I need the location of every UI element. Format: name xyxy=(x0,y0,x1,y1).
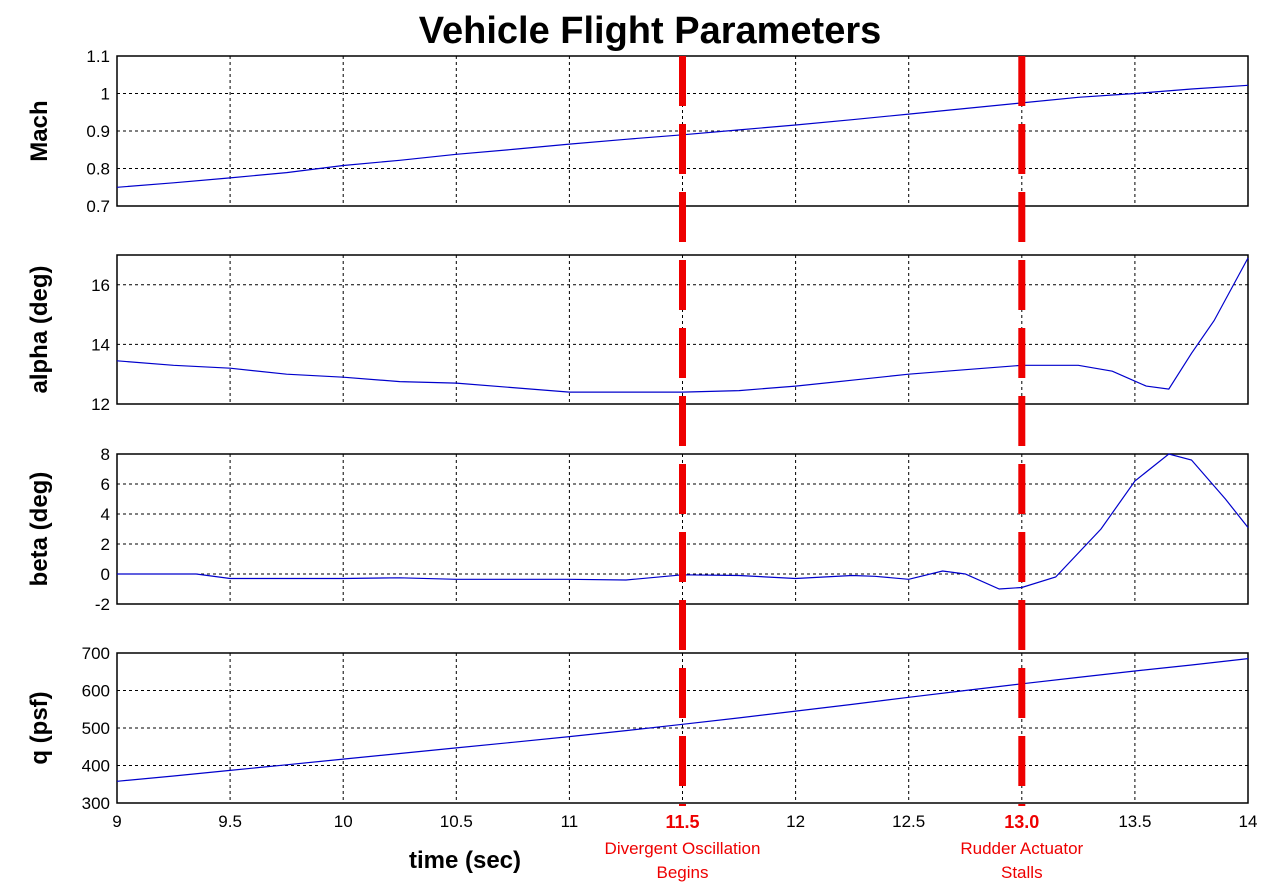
panel-1: 0.7 0.8 0.9 1 1.1 Mach xyxy=(26,47,1249,216)
y-tick-label: 8 xyxy=(101,445,110,464)
y-tick-label: 2 xyxy=(101,535,110,554)
y-tick-label: 0 xyxy=(101,565,110,584)
y-axis-label: Mach xyxy=(26,100,53,161)
y-tick-label: 14 xyxy=(91,335,110,354)
panels-layer: 0.7 0.8 0.9 1 1.1 Mach 12 14 16 alpha (deg) -2 0 2 4 6… xyxy=(26,47,1249,813)
event-marker-note: Rudder Actuator xyxy=(960,839,1083,858)
y-axis-label: q (psf) xyxy=(26,691,53,764)
y-tick-label: 12 xyxy=(91,395,110,414)
x-tick-label: 11 xyxy=(561,812,579,831)
y-tick-label: 16 xyxy=(91,276,110,295)
x-axis-ticks: 9 9.5 10 10.5 11 12 12.5 13.5 14 xyxy=(112,812,1257,831)
x-axis-label: time (sec) xyxy=(409,847,521,874)
event-marker-tick-label: 11.5 xyxy=(665,812,699,832)
y-tick-label: 6 xyxy=(101,475,110,494)
x-tick-label: 12.5 xyxy=(892,812,925,831)
y-tick-label: 300 xyxy=(82,794,110,813)
series-line xyxy=(116,658,1249,782)
event-marker-tick-label: 13.0 xyxy=(1004,812,1039,832)
chart-title: Vehicle Flight Parameters xyxy=(419,10,882,52)
y-tick-label: 500 xyxy=(82,719,110,738)
y-axis-label: beta (deg) xyxy=(26,472,53,587)
y-tick-label: 400 xyxy=(82,757,110,776)
event-markers: 11.5 Divergent Oscillation Begins 13.0 Rudde… xyxy=(605,56,1084,882)
y-tick-label: 1.1 xyxy=(86,47,110,66)
y-tick-label: 600 xyxy=(82,682,110,701)
panel-3: -2 0 2 4 6 8 beta (deg) xyxy=(26,445,1249,614)
x-tick-label: 13.5 xyxy=(1118,812,1151,831)
panel-frame xyxy=(116,652,1249,804)
x-tick-label: 9 xyxy=(112,812,121,831)
series-line xyxy=(117,453,1249,590)
event-marker-note: Stalls xyxy=(1001,863,1043,882)
y-axis-label: alpha (deg) xyxy=(26,265,53,393)
panel-2: 12 14 16 alpha (deg) xyxy=(26,254,1249,414)
event-marker-1: 11.5 Divergent Oscillation Begins xyxy=(605,56,761,882)
y-tick-label: 1 xyxy=(101,85,110,104)
y-tick-label: 0.8 xyxy=(86,160,110,179)
series-line xyxy=(116,257,1249,393)
x-tick-label: 10 xyxy=(334,812,353,831)
x-tick-label: 10.5 xyxy=(440,812,473,831)
y-tick-label: 700 xyxy=(82,644,110,663)
event-marker-note: Divergent Oscillation xyxy=(605,839,761,858)
x-tick-label: 12 xyxy=(786,812,805,831)
y-tick-label: -2 xyxy=(95,595,110,614)
event-marker-note: Begins xyxy=(657,863,709,882)
x-tick-label: 9.5 xyxy=(218,812,242,831)
panel-4: 300 400 500 600 700 q (psf) xyxy=(26,644,1249,813)
x-tick-label: 14 xyxy=(1239,812,1258,831)
event-marker-2: 13.0 Rudder Actuator Stalls xyxy=(960,56,1084,882)
y-tick-label: 4 xyxy=(101,505,110,524)
y-tick-label: 0.9 xyxy=(86,122,110,141)
y-tick-label: 0.7 xyxy=(86,197,110,216)
